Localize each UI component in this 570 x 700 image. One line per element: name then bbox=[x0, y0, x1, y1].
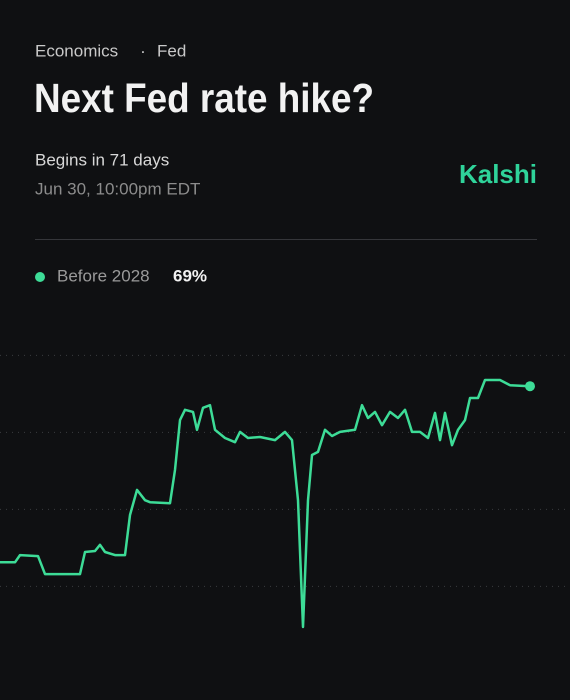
legend-value: 69% bbox=[173, 266, 207, 285]
breadcrumb[interactable]: Fed bbox=[157, 41, 186, 60]
breadcrumb-separator: · bbox=[140, 41, 146, 60]
status: Begins in 71 days bbox=[35, 150, 169, 169]
brand-logo[interactable]: Kalshi bbox=[459, 159, 537, 189]
title: Next Fed rate hike? bbox=[34, 75, 374, 121]
legend-dot bbox=[35, 272, 45, 282]
breadcrumb[interactable]: Economics bbox=[35, 41, 118, 60]
series-line bbox=[0, 378, 531, 629]
current-point bbox=[525, 381, 535, 392]
legend-label: Before 2028 bbox=[57, 266, 150, 285]
date: Jun 30, 10:00pm EDT bbox=[35, 179, 200, 198]
